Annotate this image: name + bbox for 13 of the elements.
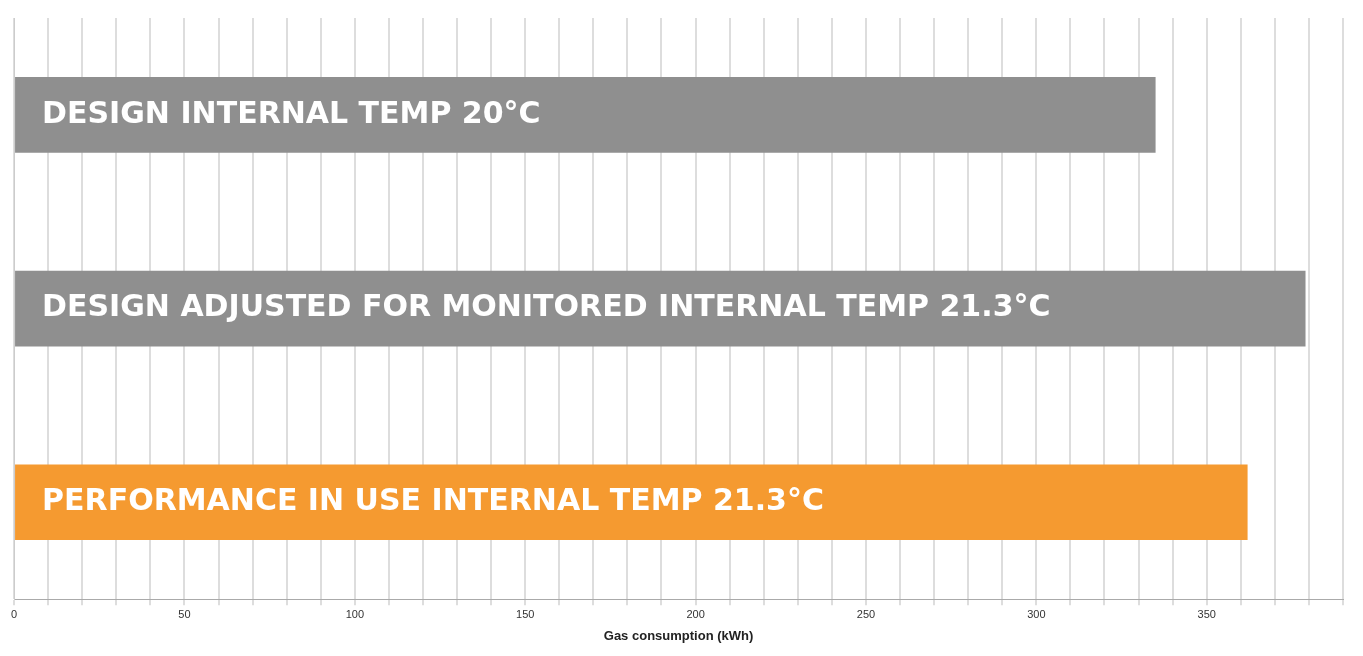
x-tick-label: 0 <box>11 607 18 620</box>
bar <box>15 77 1156 153</box>
y-tick-label: DESIGN INTERNAL TEMP 20°C <box>42 94 541 130</box>
x-tick-label: 300 <box>1027 607 1046 620</box>
x-axis-title: Gas consumption (kWh) <box>603 627 754 643</box>
x-tick-label: 350 <box>1197 607 1216 620</box>
x-tick-label: 50 <box>178 607 191 620</box>
x-tick-label: 250 <box>856 607 876 620</box>
x-tick-label: 200 <box>686 607 705 620</box>
x-tick-label: 150 <box>516 607 535 620</box>
x-tick-label: 100 <box>345 607 364 620</box>
y-tick-label: DESIGN ADJUSTED FOR MONITORED INTERNAL TEMP 21.3°C <box>42 288 1051 324</box>
y-tick-label: PERFORMANCE IN USE INTERNAL TEMP 21.3°C <box>42 482 824 518</box>
